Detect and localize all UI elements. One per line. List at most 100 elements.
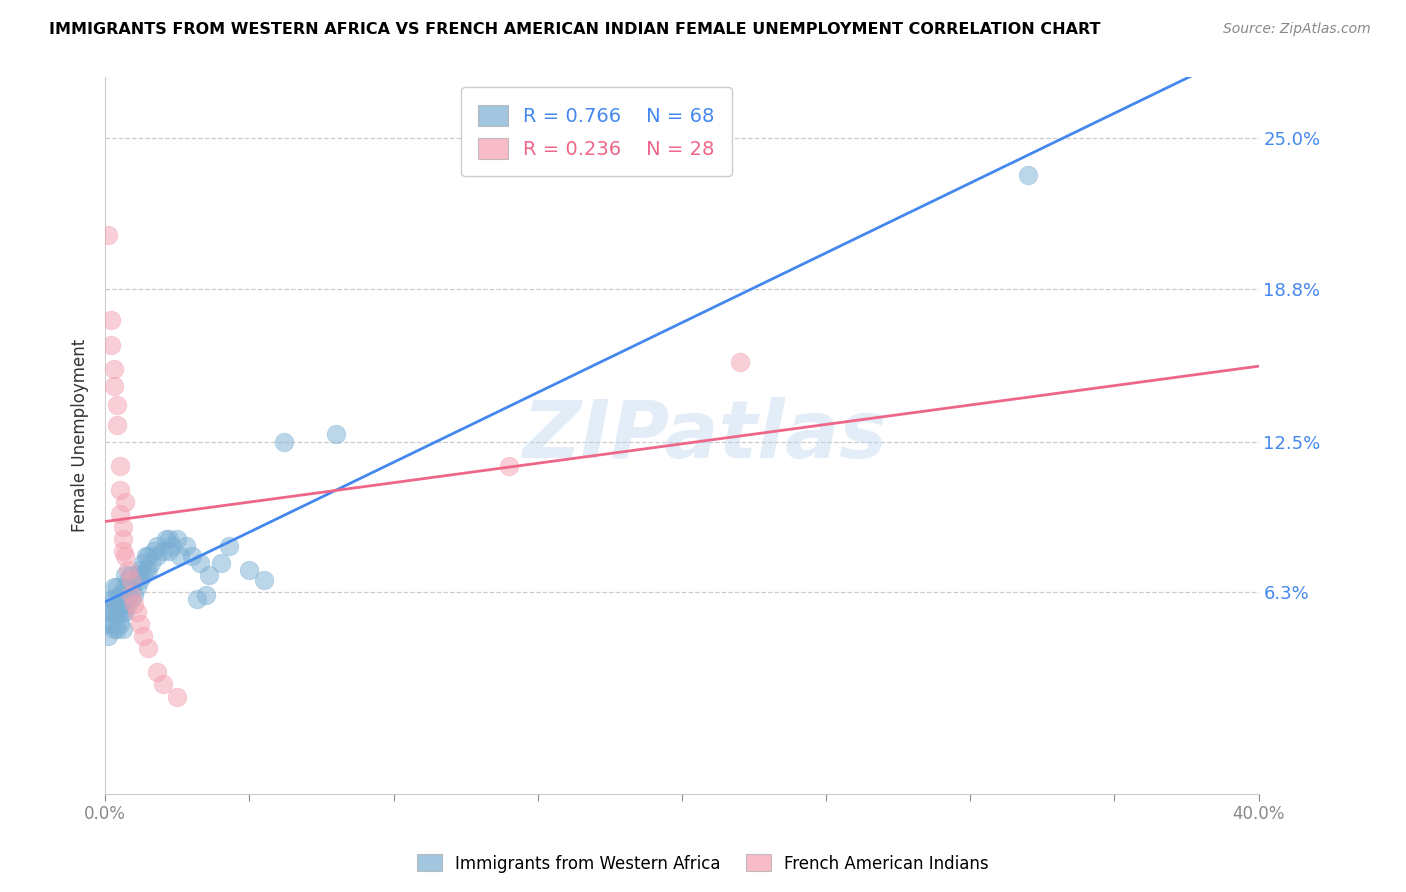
Point [97,616,120,631]
Point [325,427,347,442]
Point [103,622,125,636]
Y-axis label: Female Unemployment: Female Unemployment [72,339,89,533]
Point [146,549,169,563]
Point [105,417,128,432]
Point [111,622,134,636]
Text: Source: ZipAtlas.com: Source: ZipAtlas.com [1223,22,1371,37]
Point [180,549,202,563]
Point [108,597,131,611]
Point [105,592,128,607]
Point [157,532,180,546]
Point [169,549,191,563]
Point [1017,168,1039,182]
Point [160,539,183,553]
Point [114,580,136,594]
Point [209,556,232,570]
Point [218,539,240,553]
Point [128,573,150,587]
Point [498,458,520,473]
Point [273,434,295,449]
Point [103,580,125,594]
Point [114,605,136,619]
Point [105,605,128,619]
Point [111,597,134,611]
Point [125,605,148,619]
Legend: R = 0.766    N = 68, R = 0.236    N = 28: R = 0.766 N = 68, R = 0.236 N = 28 [461,87,733,177]
Point [131,556,153,570]
Point [108,616,131,631]
Point [111,605,134,619]
Point [108,588,131,602]
Legend: Immigrants from Western Africa, French American Indians: Immigrants from Western Africa, French A… [411,847,995,880]
Point [253,573,276,587]
Point [103,378,125,392]
Point [152,544,174,558]
Point [97,629,120,643]
Point [114,592,136,607]
Point [105,580,128,594]
Point [141,556,163,570]
Point [100,313,122,327]
Point [131,568,153,582]
Point [117,573,139,587]
Point [100,337,122,351]
Point [152,677,174,691]
Point [146,665,169,680]
Point [138,563,160,577]
Point [120,573,142,587]
Point [100,592,122,607]
Point [135,549,157,563]
Point [122,588,145,602]
Point [198,568,221,582]
Point [122,573,145,587]
Point [111,585,134,599]
Point [100,605,122,619]
Point [111,519,134,533]
Point [125,580,148,594]
Point [105,622,128,636]
Point [186,592,208,607]
Point [103,605,125,619]
Point [190,556,212,570]
Point [728,354,751,368]
Point [97,228,120,243]
Point [111,544,134,558]
Point [97,605,120,619]
Point [128,563,150,577]
Point [120,588,142,602]
Point [108,508,131,522]
Point [105,398,128,412]
Point [114,568,136,582]
Point [195,588,218,602]
Point [103,361,125,376]
Point [166,532,188,546]
Point [157,544,180,558]
Point [135,563,157,577]
Point [238,563,260,577]
Point [174,539,197,553]
Point [143,544,166,558]
Point [166,690,188,704]
Point [120,592,142,607]
Point [120,580,142,594]
Point [155,532,177,546]
Point [114,549,136,563]
Point [120,568,142,582]
Point [131,629,153,643]
Text: ZIPatlas: ZIPatlas [523,397,887,475]
Point [128,616,150,631]
Point [114,495,136,509]
Point [125,568,148,582]
Point [108,605,131,619]
Point [108,483,131,498]
Point [117,563,139,577]
Text: IMMIGRANTS FROM WESTERN AFRICA VS FRENCH AMERICAN INDIAN FEMALE UNEMPLOYMENT COR: IMMIGRANTS FROM WESTERN AFRICA VS FRENCH… [49,22,1101,37]
Point [122,597,145,611]
Point [108,458,131,473]
Point [146,539,169,553]
Point [100,616,122,631]
Point [117,597,139,611]
Point [117,588,139,602]
Point [111,532,134,546]
Point [103,592,125,607]
